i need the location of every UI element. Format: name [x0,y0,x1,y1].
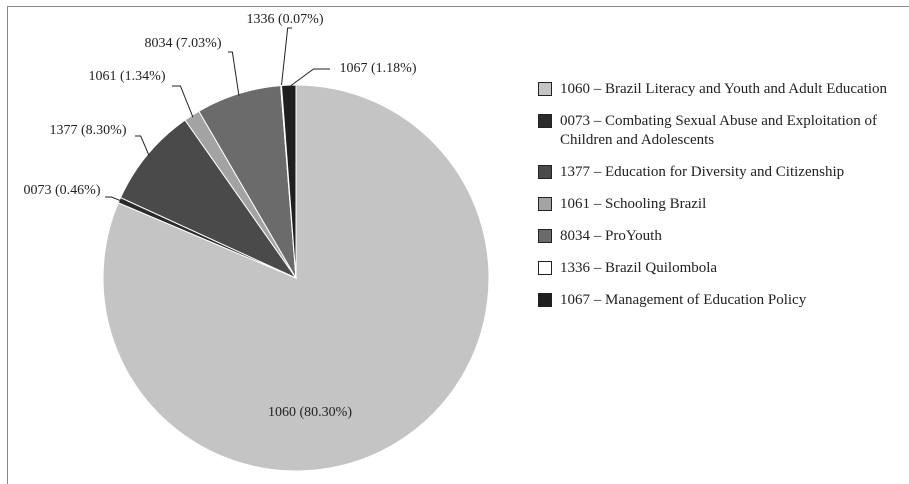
leader-line [288,68,330,88]
pie-slice [280,84,297,279]
legend-label: 8034 – ProYouth [560,228,662,244]
slice-label: 0073 (0.46%) [24,183,101,198]
legend-label: 1061 – Schooling Brazil [560,196,707,212]
legend-swatch [538,114,552,128]
legend: 1060 – Brazil Literacy and Youth and Adu… [538,80,898,323]
legend-item: 1061 – Schooling Brazil [538,195,898,214]
legend-label: 1060 – Brazil Literacy and Youth and Adu… [560,81,888,97]
legend-item: 1336 – Brazil Quilombola [538,259,898,278]
legend-swatch [538,82,552,96]
leader-line [280,27,292,88]
legend-label: 1067 – Management of Education Policy [560,292,807,308]
legend-swatch [538,197,552,211]
legend-item: 1060 – Brazil Literacy and Youth and Adu… [538,80,898,99]
slice-label: 1336 (0.07%) [247,12,324,27]
leader-line [105,196,122,202]
legend-swatch [538,293,552,307]
legend-item: 1067 – Management of Education Policy [538,291,898,310]
leader-line [228,51,240,96]
slice-label: 1060 (80.30%) [268,405,352,420]
slice-label: 1061 (1.34%) [89,69,166,84]
legend-swatch [538,165,552,179]
pie-slice [119,119,298,280]
leader-line [135,135,150,157]
legend-label: 1336 – Brazil Quilombola [560,260,718,276]
frame [7,6,909,484]
legend-swatch [538,261,552,275]
legend-item: 8034 – ProYouth [538,227,898,246]
legend-swatch [538,229,552,243]
legend-label: 0073 – Combating Sexual Abuse and Exploi… [560,113,878,148]
slice-label: 1067 (1.18%) [340,61,417,76]
legend-item: 0073 – Combating Sexual Abuse and Exploi… [538,112,898,150]
legend-label: 1377 – Education for Diversity and Citiz… [560,164,845,180]
slice-label: 8034 (7.03%) [145,36,222,51]
slice-label: 1377 (8.30%) [50,123,127,138]
legend-item: 1377 – Education for Diversity and Citiz… [538,163,898,182]
leader-line [172,85,194,118]
